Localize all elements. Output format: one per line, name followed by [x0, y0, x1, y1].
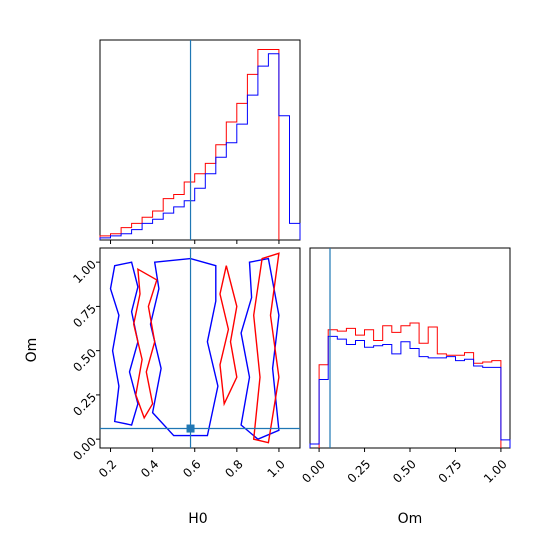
om-tick-label-x: 0.50 [390, 457, 419, 486]
om-tick-label-y: 0.50 [70, 346, 99, 375]
blue-h0-histogram-line [99, 53, 301, 240]
h0-tick-label: 0.8 [222, 457, 245, 480]
om-tick-label-x: 0.00 [299, 457, 328, 486]
blue-contour [109, 261, 139, 426]
h0-histogram [99, 49, 301, 240]
blue-om-histogram-line [309, 335, 511, 448]
axis-ticks: 0.2 0.4 0.6 0.8 1.0 0.00 0.00 0.25 0.25 0.50 0.50 0… [70, 240, 510, 486]
om-tick-label-y: 1.00 [70, 257, 99, 286]
om-tick-label-x: 0.25 [345, 457, 374, 486]
red-contour [219, 265, 238, 407]
om-tick-label-x: 1.00 [481, 457, 510, 486]
h0-om-contours [109, 252, 280, 444]
red-contour [252, 252, 280, 444]
h0-tick-label: 0.4 [138, 457, 161, 480]
truth-point-marker [186, 424, 195, 433]
h0-x-axis-label: H0 [188, 511, 207, 527]
om-y-axis-label: Om [24, 338, 40, 363]
om-histogram [309, 322, 511, 448]
red-contour [132, 267, 158, 420]
h0-tick-label: 0.6 [180, 457, 203, 480]
om-x-axis-label: Om [398, 511, 423, 527]
truth-markers [100, 40, 331, 448]
blue-contour [149, 257, 219, 437]
om-tick-label-y: 0.00 [70, 434, 99, 463]
h0-tick-label: 1.0 [264, 457, 287, 480]
blue-contour [240, 257, 280, 441]
red-h0-histogram-line [99, 49, 280, 240]
om-tick-label-x: 0.75 [436, 457, 465, 486]
red-om-histogram-line [318, 322, 502, 448]
h0-tick-label: 0.2 [96, 457, 119, 480]
om-tick-label-y: 0.25 [70, 390, 99, 419]
h0-histogram-frame [99, 39, 301, 241]
h0-om-contour-frame [99, 247, 301, 449]
om-tick-label-y: 0.75 [70, 302, 99, 331]
